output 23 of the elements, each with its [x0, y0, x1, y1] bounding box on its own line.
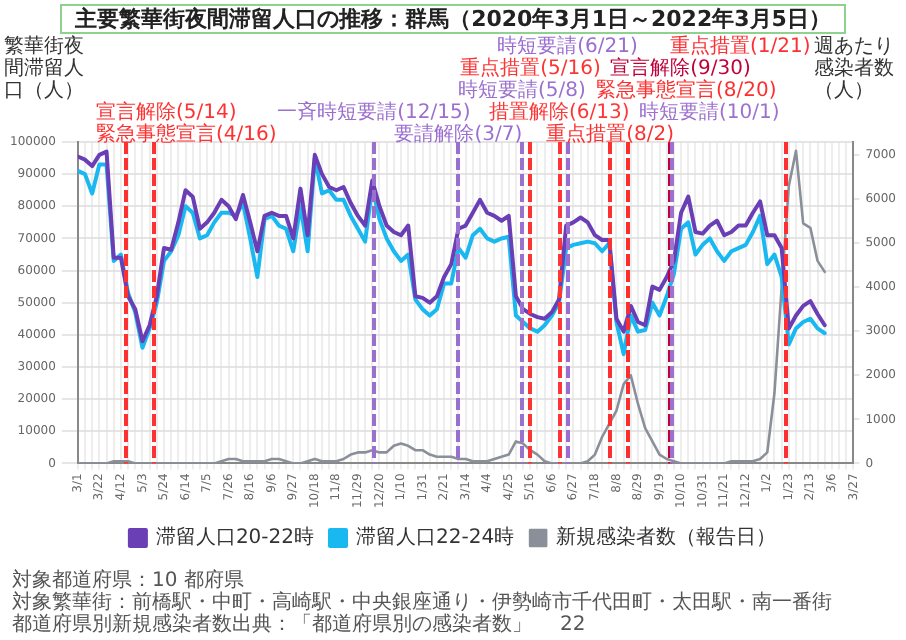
text: 対象繁華街：前橋駅・中町・高崎駅・中央銀座通り・伊勢崎市千代田町・太田駅・南一番街 — [12, 592, 832, 614]
ref-line-label: 措置解除(6/13) — [489, 102, 630, 124]
ref-line-label: 一斉時短要請(12/15) — [277, 102, 471, 124]
y-axis-title: 繁華街夜間滞留人口（人） — [4, 36, 86, 102]
ref-line-label: 時短要請(6/21) — [497, 36, 638, 58]
text: 22 — [560, 614, 586, 636]
ref-line-label: 時短要請(5/8) — [458, 80, 586, 102]
ref-line-label: 宣言解除(5/14) — [96, 102, 237, 124]
ref-line-label: 重点措置(1/21) — [670, 36, 811, 58]
text: 対象都道府県：10 都府県 — [12, 570, 244, 592]
text: 都道府県別新規感染者数出典：「都道府県別の感染者数」 — [12, 614, 532, 636]
y2-axis-title: 週あたり感染者数（人） — [814, 36, 896, 102]
ref-line-label: 重点措置(8/2) — [546, 124, 675, 146]
legend-label: 滞留人口22-24時 — [356, 525, 515, 550]
ref-line-label: 重点措置(5/16) — [460, 58, 601, 80]
legend-label: 滞留人口20-22時 — [155, 525, 315, 550]
ref-line-label: 宣言解除(9/30) — [610, 58, 751, 80]
ref-line-label: 要請解除(3/7) — [394, 124, 523, 146]
chart-title: 主要繁華街夜間滞留人口の推移：群馬（2020年3月1日～2022年3月5日） — [60, 4, 846, 34]
ref-line-label: 緊急事態宣言(4/16) — [96, 124, 277, 146]
ref-line-label: 緊急事態宣言(8/20) — [596, 80, 777, 102]
ref-line-label: 時短要請(10/1) — [639, 102, 780, 124]
legend-label: 新規感染者数（報告日） — [556, 525, 777, 550]
